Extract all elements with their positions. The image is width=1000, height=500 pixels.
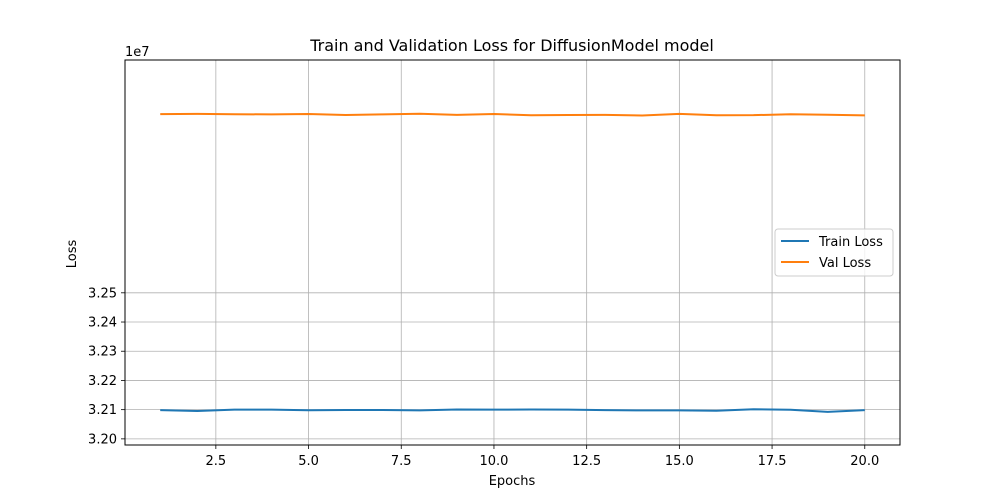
chart-title: Train and Validation Loss for DiffusionM… <box>309 36 714 55</box>
series-line-0 <box>160 408 865 413</box>
series-lines <box>160 112 865 413</box>
x-tick-label: 12.5 <box>572 454 601 469</box>
y-offset-label: 1e7 <box>125 45 150 60</box>
legend-label: Train Loss <box>818 235 883 250</box>
x-axis-ticks: 2.5 5.0 7.5 10.0 12.5 15.0 17.5 20.0 <box>206 445 879 469</box>
legend-label: Val Loss <box>819 256 871 271</box>
y-tick-label: 3.21 <box>88 403 117 418</box>
y-tick-label: 3.20 <box>88 432 117 447</box>
x-axis-label: Epochs <box>489 474 536 489</box>
x-tick-label: 17.5 <box>758 454 787 469</box>
x-tick-label: 5.0 <box>298 454 319 469</box>
y-tick-label: 3.22 <box>88 374 117 389</box>
y-axis-ticks: 3.20 3.21 3.22 3.23 3.24 3.25 <box>88 286 125 447</box>
x-tick-label: 15.0 <box>665 454 694 469</box>
x-tick-label: 2.5 <box>206 454 227 469</box>
plot-frame <box>124 59 901 446</box>
y-tick-label: 3.24 <box>88 316 117 331</box>
y-tick-label: 3.23 <box>88 345 117 360</box>
x-tick-label: 10.0 <box>479 454 508 469</box>
legend: Train Loss Val Loss <box>774 228 894 277</box>
series-line-1 <box>160 112 865 117</box>
y-tick-label: 3.25 <box>88 286 117 301</box>
x-tick-label: 7.5 <box>391 454 412 469</box>
y-axis-label: Loss <box>65 240 80 269</box>
x-tick-label: 20.0 <box>850 454 879 469</box>
